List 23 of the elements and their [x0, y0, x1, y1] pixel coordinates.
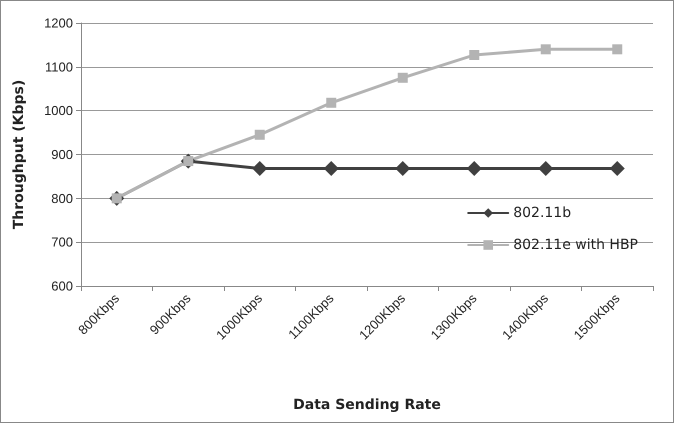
legend-label: 802.11b — [513, 205, 572, 221]
point — [398, 72, 408, 83]
point — [324, 161, 339, 176]
y-tick-label: 1100 — [45, 59, 73, 74]
point — [252, 161, 268, 176]
legend-label: 802.11e with HBP — [513, 237, 638, 253]
y-axis-title: Throughput (Kbps) — [11, 80, 27, 230]
point — [538, 161, 554, 176]
point — [540, 44, 551, 54]
x-axis-title: Data Sending Rate — [293, 397, 441, 413]
point — [610, 161, 625, 176]
point — [469, 50, 480, 60]
point — [395, 161, 410, 176]
point — [612, 44, 622, 54]
y-tick-label: 1000 — [44, 103, 73, 118]
y-tick-label: 800 — [51, 190, 73, 206]
point — [466, 161, 482, 176]
y-tick-label: 600 — [51, 278, 73, 294]
y-tick-label: 1200 — [44, 16, 73, 30]
y-tick-label: 900 — [51, 147, 73, 162]
y-tick-label: 700 — [51, 234, 73, 250]
point — [326, 98, 336, 108]
point — [254, 130, 265, 140]
